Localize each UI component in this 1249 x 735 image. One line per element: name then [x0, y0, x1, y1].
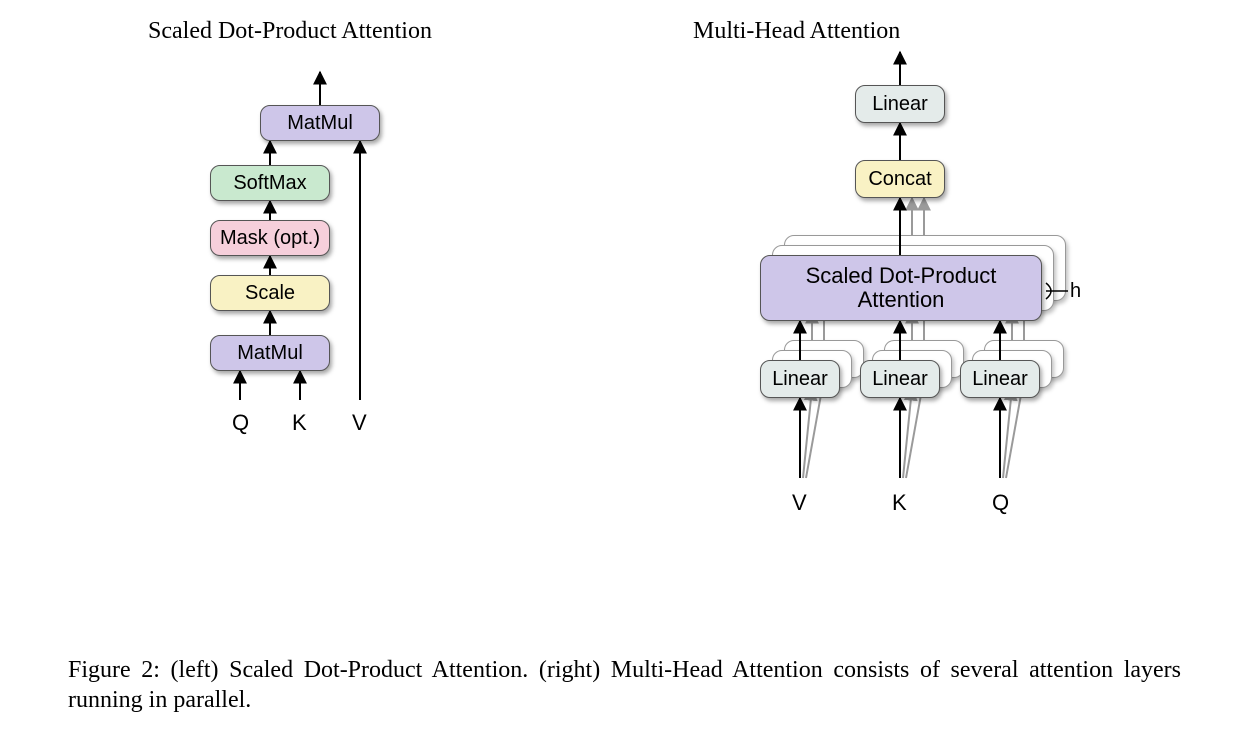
node-linear_v: Linear — [760, 360, 840, 398]
node-matmul_top: MatMul — [260, 105, 380, 141]
input-K: K — [892, 490, 907, 516]
figure-caption: Figure 2: (left) Scaled Dot-Product Atte… — [68, 655, 1181, 715]
right-diagram: Linear Concat Scaled Dot-Product Attention… — [0, 0, 1249, 560]
node-linear_out: Linear — [855, 85, 945, 123]
node-sdp: Scaled Dot-Product Attention — [760, 255, 1042, 321]
node-matmul_bottom: MatMul — [210, 335, 330, 371]
node-scale: Scale — [210, 275, 330, 311]
node-concat: Concat — [855, 160, 945, 198]
input-Q: Q — [992, 490, 1009, 516]
input-V: V — [792, 490, 807, 516]
figure-page: Scaled Dot-Product Attention Multi-Head … — [0, 0, 1249, 735]
node-linear_k: Linear — [860, 360, 940, 398]
node-softmax: SoftMax — [210, 165, 330, 201]
node-linear_q: Linear — [960, 360, 1040, 398]
node-mask: Mask (opt.) — [210, 220, 330, 256]
h-count-label: h — [1070, 280, 1081, 303]
